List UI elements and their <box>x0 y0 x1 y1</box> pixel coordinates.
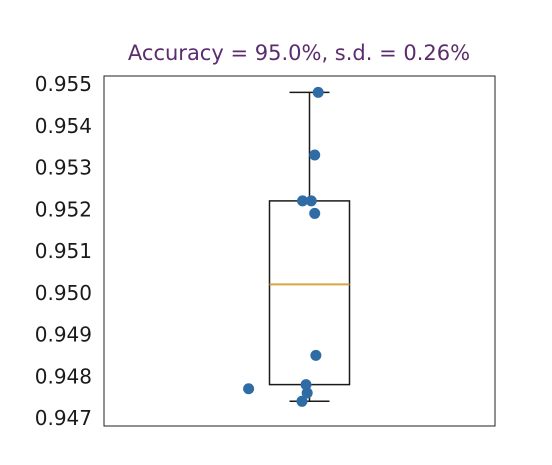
data-point <box>309 207 321 219</box>
data-point <box>305 195 317 207</box>
y-tick-label: 0.950 <box>35 281 92 305</box>
data-point <box>310 349 322 361</box>
data-point <box>309 149 321 161</box>
y-tick-label: 0.948 <box>35 364 92 388</box>
interquartile-box <box>268 200 351 386</box>
data-point <box>300 379 312 391</box>
box-plot <box>268 91 351 403</box>
y-tick-label: 0.953 <box>35 156 92 180</box>
chart-title: Accuracy = 95.0%, s.d. = 0.26% <box>128 41 470 65</box>
y-axis-ticks: 0.955 0.954 0.953 0.952 0.951 0.950 0.949 0.948… <box>35 72 92 430</box>
data-points <box>243 86 324 407</box>
plot-area-frame <box>103 75 496 427</box>
y-tick-label: 0.952 <box>35 197 92 221</box>
y-tick-label: 0.947 <box>35 406 92 430</box>
y-tick-label: 0.955 <box>35 72 92 96</box>
y-tick-label: 0.954 <box>35 114 92 138</box>
data-point <box>301 387 313 399</box>
data-point <box>312 86 324 98</box>
data-point <box>297 195 309 207</box>
y-tick-label: 0.951 <box>35 239 92 263</box>
data-point <box>296 395 308 407</box>
y-tick-label: 0.949 <box>35 323 92 347</box>
data-point <box>243 383 255 395</box>
